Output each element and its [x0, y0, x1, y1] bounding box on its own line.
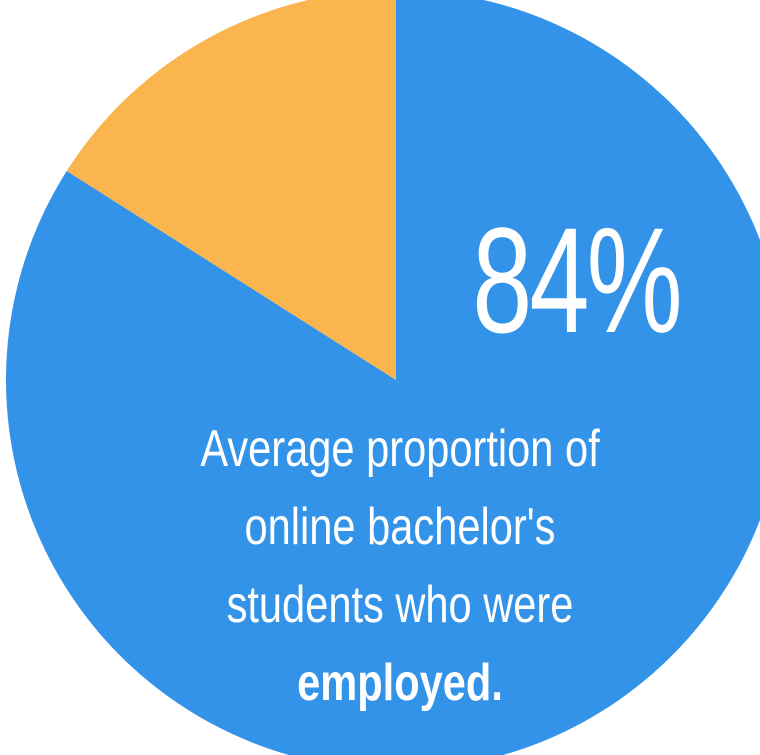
percentage-value: 84% [472, 196, 682, 364]
caption-line-1: Average proportion of [200, 420, 600, 478]
pie-slice-1 [6, 0, 760, 755]
caption-line-4: employed. [297, 654, 503, 712]
pie-slice-2 [66, 0, 396, 380]
caption: Average proportion of online bachelor's … [176, 410, 624, 722]
caption-line-2: online bachelor's [244, 498, 556, 556]
caption-line-3: students who were [226, 576, 574, 634]
